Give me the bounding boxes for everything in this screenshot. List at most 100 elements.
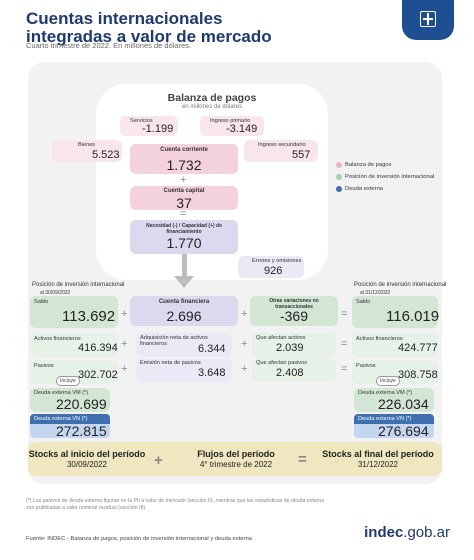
stocks-start-title: Stocks al inicio del período <box>28 449 146 459</box>
ingreso-secundario-box: Ingreso secundario 557 <box>244 140 318 162</box>
pii-end-pasivos-value: 308.758 <box>398 369 438 381</box>
pii-end-date: al 31/12/2022 <box>360 290 391 296</box>
errores-box: Errores y omisiones 926 <box>238 256 304 278</box>
financiamiento-label: Necesidad (-) / Capacidad (+) de financi… <box>146 223 222 235</box>
pii-end-activos-label: Activos financieros <box>356 336 403 342</box>
bop-title: Balanza de pagos <box>167 92 257 104</box>
logo-rest: .gob.ar <box>403 524 450 541</box>
title-line-2: integradas a valor de mercado <box>26 27 272 46</box>
cuenta-financiera-label: Cuenta financiera <box>158 299 210 305</box>
pii-start-title: Posición de inversión internacional <box>32 282 125 288</box>
flujos-title: Flujos del período <box>197 449 275 459</box>
legend-dot-blue <box>336 186 342 192</box>
pii-end-saldo-value: 116.019 <box>386 308 440 325</box>
indec-logo[interactable]: indec.gob.ar <box>364 524 450 541</box>
stocks-end-title: Stocks al final del período <box>322 449 434 459</box>
adquisicion-label: Adquisición neta de activos financieros <box>140 335 208 347</box>
emision-value: 3.648 <box>198 367 226 379</box>
plus-sign-7: + <box>241 363 248 375</box>
afectan-pasivos-box: Que afectan pasivos 2.408 <box>252 358 336 382</box>
bienes-box: Bienes 5.523 <box>52 140 122 162</box>
pii-end-activos-value: 424.777 <box>398 342 438 354</box>
equals-sign-1: = <box>180 208 187 220</box>
summary-bar: Stocks al inicio del período 30/09/2022 … <box>28 442 442 476</box>
seal-icon <box>420 11 436 27</box>
summary-plus: + <box>154 452 163 469</box>
errores-label: Errores y omisiones <box>252 258 302 264</box>
plus-sign-2: + <box>121 308 128 320</box>
ingreso-primario-box: Ingreso primario -3.149 <box>200 116 264 136</box>
plus-sign-5: + <box>241 308 248 320</box>
page-subtitle: Cuarto trimestre de 2022. En millones de… <box>26 41 192 50</box>
ingreso-primario-label: Ingreso primario <box>210 118 251 124</box>
bop-unit: en millones de dólares <box>181 104 243 110</box>
pii-start-activos-label: Activos financieros <box>34 336 81 342</box>
ingreso-secundario-label: Ingreso secundario <box>258 142 306 148</box>
cuenta-corriente-box: Cuenta corriente 1.732 <box>130 144 238 174</box>
adquisicion-box: Adquisición neta de activos financieros … <box>136 333 232 357</box>
pii-start-incluye: Incluye <box>56 376 80 386</box>
plus-sign-6: + <box>241 338 248 350</box>
summary-equals: = <box>298 451 307 468</box>
pii-end-incluye: Incluye <box>376 376 400 386</box>
bienes-value: 5.523 <box>92 149 120 161</box>
ingreso-primario-value: -3.149 <box>226 123 258 135</box>
source-note: Fuente: INDEC - Balanza de pagos, posici… <box>26 536 252 542</box>
legend-item-deuda: Deuda externa <box>336 186 383 192</box>
stocks-end-date: 31/12/2022 <box>357 460 399 469</box>
otras-variaciones-value: -369 <box>279 308 309 324</box>
pii-start-deuda-vn-value: 272.815 <box>56 423 107 439</box>
afectan-activos-value: 2.039 <box>276 342 304 354</box>
cuenta-financiera-value: 2.696 <box>166 308 202 324</box>
indec-badge <box>402 0 454 40</box>
pii-end-deuda-vn-header: Deuda externa VN (*) <box>354 414 434 424</box>
cuenta-financiera-box: Cuenta financiera 2.696 <box>130 296 238 326</box>
emision-box: Emisión neta de pasivos 3.648 <box>136 358 232 382</box>
pii-start-deuda-vm-label: Deuda externa VM (*) <box>34 390 89 396</box>
afectan-pasivos-value: 2.408 <box>276 367 304 379</box>
cuenta-corriente-label: Cuenta corriente <box>160 147 208 153</box>
plus-sign-1: + <box>180 174 187 186</box>
equals-sign-2: = <box>341 308 348 320</box>
legend-item-balanza: Balanza de pagos <box>336 162 391 168</box>
adquisicion-value: 6.344 <box>198 343 226 355</box>
footnote: (*) Los pasivos de deuda externa figuran… <box>26 498 325 511</box>
pii-start-deuda-vn-box: 272.815 <box>30 423 110 439</box>
ingreso-secundario-value: 557 <box>292 149 311 161</box>
pii-start-saldo-value: 113.692 <box>62 308 116 325</box>
otras-variaciones-box: Otras variaciones no transaccionales -36… <box>250 296 338 326</box>
pii-start-deuda-vm-box: Deuda externa VM (*) 220.699 <box>30 388 110 412</box>
pii-end-title: Posición de inversión internacional <box>354 282 447 288</box>
pii-end-deuda-vm-box: Deuda externa VM (*) 226.034 <box>354 388 434 412</box>
pii-start-deuda-vn-header: Deuda externa VN (*) <box>30 414 110 424</box>
pii-end-pasivos-label: Pasivos <box>356 363 376 369</box>
plus-sign-3: + <box>121 338 128 350</box>
financiamiento-value: 1.770 <box>166 235 202 251</box>
servicios-box: Servicios -1.199 <box>120 116 178 136</box>
stocks-start-date: 30/09/2022 <box>66 460 108 469</box>
errores-value: 926 <box>264 265 283 277</box>
pii-end-deuda-vn-box: 276.694 <box>354 423 434 439</box>
pii-end-deuda-vn-value: 276.694 <box>378 423 429 439</box>
financiamiento-box: Necesidad (-) / Capacidad (+) de financi… <box>130 220 238 254</box>
arrow-down-icon <box>174 276 194 288</box>
servicios-value: -1.199 <box>142 123 174 135</box>
logo-bold: indec <box>364 524 404 541</box>
cuenta-capital-value: 37 <box>176 195 192 211</box>
servicios-label: Servicios <box>130 118 153 124</box>
pii-start-deuda-vm-value: 220.699 <box>56 396 107 412</box>
pii-end-activos-box: Activos financieros 424.777 <box>352 333 438 357</box>
pii-end-deuda-vm-value: 226.034 <box>378 396 429 412</box>
pii-start-deuda-vn-label: Deuda externa VN (*) <box>34 416 88 422</box>
legend-label: Posición de inversión internacional <box>345 174 435 180</box>
flujos-sub: 4° trimestre de 2022 <box>199 460 273 469</box>
pii-start-saldo-label: Saldo <box>34 299 49 305</box>
cuenta-capital-box: Cuenta capital 37 <box>130 186 238 211</box>
otras-variaciones-label: Otras variaciones no transaccionales <box>269 298 319 310</box>
legend-dot-pink <box>336 162 342 168</box>
title-line-1: Cuentas internacionales <box>26 9 223 28</box>
arrow-stem <box>182 254 187 278</box>
pii-start-activos-value: 416.394 <box>78 342 118 354</box>
bienes-label: Bienes <box>78 142 96 148</box>
pii-end-saldo-label: Saldo <box>356 299 371 305</box>
